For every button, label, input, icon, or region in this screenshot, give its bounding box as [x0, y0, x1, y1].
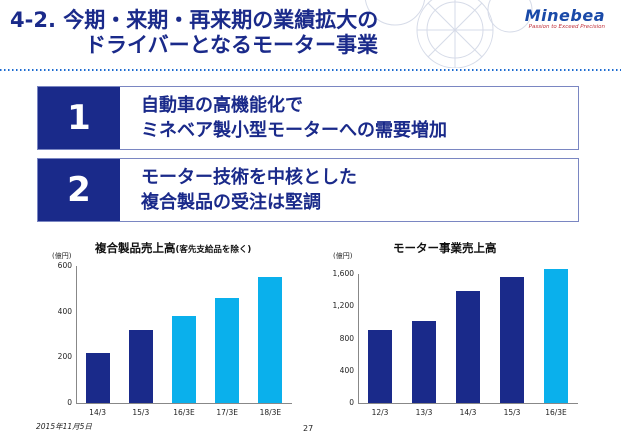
- chart-1-unit: (億円): [52, 252, 72, 260]
- chart-1-bar: [215, 297, 240, 403]
- footer-date: 2015年11月5日: [36, 422, 92, 431]
- point-number-2: 2: [38, 159, 120, 221]
- title-line-2: ドライバーとなるモーター事業: [85, 33, 378, 57]
- chart-2-x-axis: [358, 403, 578, 404]
- chart-1-bar: [85, 352, 110, 403]
- chart-1-x-tick-label: 17/3E: [216, 408, 238, 417]
- company-logo: Minebea Passion to Exceed Precision: [525, 6, 605, 30]
- chart-2-bar: [500, 277, 524, 403]
- chart-1-title-main: 複合製品売上高: [95, 241, 176, 255]
- point-box-2: 2 モーター技術を中核とした 複合製品の受注は堅調: [37, 158, 579, 222]
- dotted-divider: [0, 69, 621, 71]
- chart-2-x-tick-label: 16/3E: [545, 408, 567, 417]
- chart-2-y-tick-label: 800: [339, 333, 354, 343]
- chart-1-y-axis: [76, 266, 77, 403]
- chart-2-bar: [544, 269, 568, 403]
- chart-2-bar: [456, 290, 480, 403]
- chart-2-y-tick-label: 400: [339, 365, 354, 375]
- point-2-line-2: 複合製品の受注は堅調: [141, 192, 321, 213]
- logo-name: Minebea: [524, 6, 605, 25]
- gear-decoration-icon: [364, 0, 533, 68]
- point-1-line-1: 自動車の高機能化で: [141, 95, 303, 116]
- chart-1-x-tick-label: 16/3E: [173, 408, 195, 417]
- chart-1-bar: [128, 329, 153, 403]
- chart-1-bar: [258, 277, 283, 403]
- chart-1-x-axis: [76, 403, 292, 404]
- chart-2-x-tick-label: 13/3: [415, 408, 433, 417]
- chart-2-unit: (億円): [333, 252, 353, 260]
- chart-1-y-tick-label: 0: [67, 398, 72, 407]
- point-text-1: 自動車の高機能化で ミネベア製小型モーターへの需要増加: [141, 93, 447, 143]
- chart-1-y-tick-label: 200: [57, 352, 72, 362]
- chart-2-y-tick-label: 1,200: [332, 301, 354, 311]
- point-box-1: 1 自動車の高機能化で ミネベア製小型モーターへの需要増加: [37, 86, 579, 150]
- chart-2-x-tick-label: 15/3: [503, 408, 521, 417]
- chart-2-x-tick-label: 14/3: [459, 408, 477, 417]
- logo-tagline: Passion to Exceed Precision: [528, 24, 605, 30]
- chart-2-y-tick-label: 0: [349, 398, 354, 407]
- chart-1-bar: [172, 316, 196, 403]
- title-line-1: 4-2. 今期・来期・再来期の業績拡大の: [10, 8, 379, 32]
- slide-title: 4-2. 今期・来期・再来期の業績拡大の ドライバーとなるモーター事業: [10, 8, 480, 58]
- point-number-1: 1: [38, 87, 120, 149]
- chart-1-title: 複合製品売上高(客先支給品を除く): [95, 240, 251, 256]
- chart-2-y-tick-label: 1,600: [332, 269, 354, 278]
- chart-1-y-tick-label: 400: [57, 306, 72, 316]
- chart-1-title-note: (客先支給品を除く): [175, 245, 252, 255]
- chart-1-x-tick-label: 15/3: [132, 408, 150, 417]
- chart-2-x-tick-label: 12/3: [371, 408, 389, 417]
- point-2-line-1: モーター技術を中核とした: [141, 167, 357, 188]
- chart-2-bar: [412, 320, 436, 403]
- page-number: 27: [303, 424, 314, 433]
- chart-1-x-tick-label: 14/3: [89, 408, 107, 417]
- point-1-line-2: ミネベア製小型モーターへの需要増加: [141, 120, 447, 141]
- chart-2-bar: [368, 329, 392, 403]
- chart-2-title: モーター事業売上高: [393, 241, 497, 255]
- point-text-2: モーター技術を中核とした 複合製品の受注は堅調: [141, 165, 357, 215]
- chart-2-y-axis: [358, 274, 359, 403]
- chart-1-x-tick-label: 18/3E: [259, 408, 282, 417]
- chart-1-y-tick-label: 600: [57, 261, 72, 270]
